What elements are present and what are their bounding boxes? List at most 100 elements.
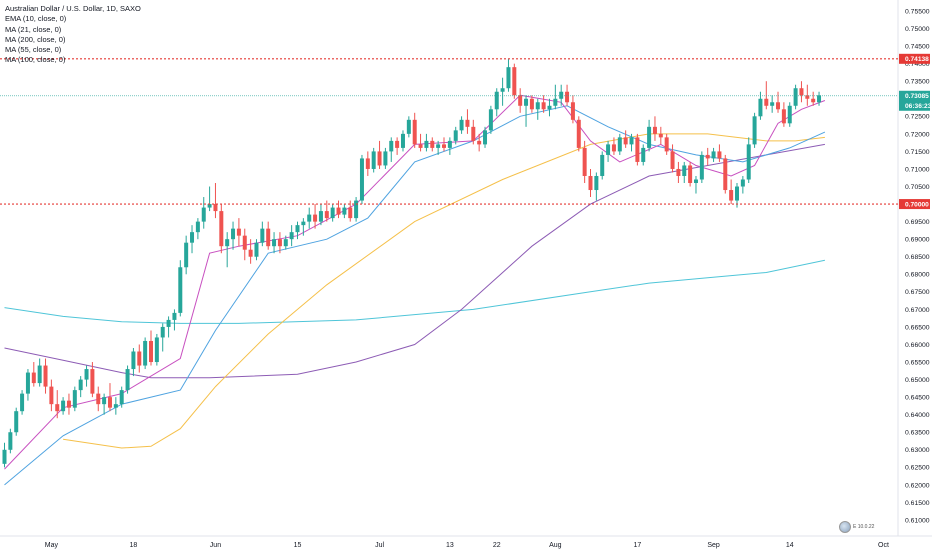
- candle-body: [84, 369, 89, 380]
- price-tick-label: 0.67500: [905, 289, 930, 296]
- candle: [635, 133, 640, 166]
- candle-body: [113, 404, 118, 408]
- candle: [758, 91, 763, 120]
- price-tick-label: 0.61000: [905, 517, 930, 524]
- candle-body: [66, 400, 71, 408]
- price-tick-label: 0.65000: [905, 377, 930, 384]
- price-tick-label: 0.68500: [905, 254, 930, 261]
- candle: [764, 81, 769, 110]
- price-tick-label: 0.75500: [905, 8, 930, 15]
- indicator-ema10[interactable]: EMA (10, close, 0): [5, 14, 67, 24]
- candle-body: [119, 390, 124, 405]
- candle-body: [453, 130, 458, 141]
- price-tick-label: 0.74000: [905, 61, 930, 68]
- candle-body: [629, 137, 634, 145]
- candle-body: [31, 372, 36, 384]
- candle-body: [55, 404, 60, 412]
- candle-body: [442, 144, 446, 148]
- candle-body: [670, 151, 675, 169]
- indicator-ma200[interactable]: MA (200, close, 0): [5, 34, 66, 44]
- candle: [488, 105, 493, 134]
- candle: [787, 102, 792, 127]
- candle: [55, 390, 60, 419]
- time-tick-label: Jul: [375, 542, 384, 549]
- candle-body: [90, 369, 95, 394]
- candle-body: [272, 239, 277, 247]
- candle: [752, 112, 757, 148]
- indicator-ma55[interactable]: MA (55, close, 0): [5, 45, 62, 55]
- price-tick-label: 0.66000: [905, 342, 930, 349]
- candle: [430, 137, 435, 152]
- candle: [623, 130, 628, 148]
- candle-body: [289, 232, 294, 240]
- price-badges: 0.74138 0.70000 0.73085 06:36:23: [899, 53, 932, 210]
- candle-body: [606, 144, 611, 155]
- candle-body: [770, 102, 775, 106]
- candle-body: [354, 200, 359, 219]
- candle: [776, 91, 781, 113]
- time-axis: May18Jun15Jul1322Aug17Sep14Oct1221Nov16D…: [45, 542, 889, 549]
- candle-body: [236, 228, 241, 236]
- candle: [477, 133, 482, 152]
- candle-body: [348, 207, 353, 219]
- price-tick-label: 0.63500: [905, 430, 930, 437]
- candle-body: [541, 102, 546, 110]
- candle-body: [594, 175, 599, 191]
- price-tick-label: 0.61500: [905, 500, 930, 507]
- candle: [14, 407, 19, 436]
- candle-body: [535, 102, 540, 110]
- candle: [365, 151, 370, 176]
- candle: [424, 133, 429, 152]
- candle-body: [395, 140, 400, 148]
- candle: [201, 197, 206, 229]
- candle-body: [149, 340, 153, 363]
- candle: [354, 197, 359, 222]
- candle: [172, 309, 177, 331]
- candle-body: [699, 154, 704, 180]
- candle: [541, 95, 546, 113]
- candle-body: [729, 190, 734, 201]
- time-tick-label: 22: [493, 542, 501, 549]
- candle-body: [248, 249, 253, 257]
- candle: [770, 95, 775, 113]
- candle-body: [582, 147, 587, 176]
- candle-body: [447, 140, 452, 148]
- candle-body: [359, 158, 364, 201]
- indicator-ma21[interactable]: MA (21, close, 0): [5, 24, 62, 34]
- countdown-label: 06:36:23: [905, 103, 932, 110]
- price-tick-label: 0.71500: [905, 149, 930, 156]
- candle: [277, 232, 282, 254]
- level-badge: [899, 199, 930, 210]
- candle-body: [324, 211, 329, 219]
- candle-body: [25, 372, 30, 394]
- candle-body: [570, 102, 575, 120]
- candle-body: [219, 211, 224, 247]
- candle: [453, 126, 458, 145]
- candle: [676, 161, 681, 184]
- candle: [811, 91, 816, 106]
- candle: [600, 151, 605, 180]
- candle: [529, 95, 534, 113]
- candle-body: [529, 98, 534, 110]
- candle: [781, 102, 786, 127]
- candle: [817, 91, 822, 106]
- level-badge: [899, 53, 930, 64]
- legend: Australian Dollar / U.S. Dollar, 1D, SAX…: [5, 4, 141, 66]
- candle-body: [307, 214, 312, 222]
- candle-body: [576, 119, 581, 148]
- candle-body: [20, 393, 25, 412]
- candle: [78, 376, 83, 398]
- candle: [705, 147, 710, 166]
- candle-body: [207, 204, 212, 208]
- candle: [629, 133, 634, 152]
- indicator-ma100[interactable]: MA (100, close, 0): [5, 55, 66, 65]
- candle-body: [565, 91, 570, 103]
- candle: [119, 386, 124, 408]
- candle-body: [793, 88, 798, 106]
- candle-body: [758, 98, 763, 117]
- candle-body: [717, 151, 722, 159]
- candle-body: [805, 95, 810, 99]
- candle: [688, 161, 693, 187]
